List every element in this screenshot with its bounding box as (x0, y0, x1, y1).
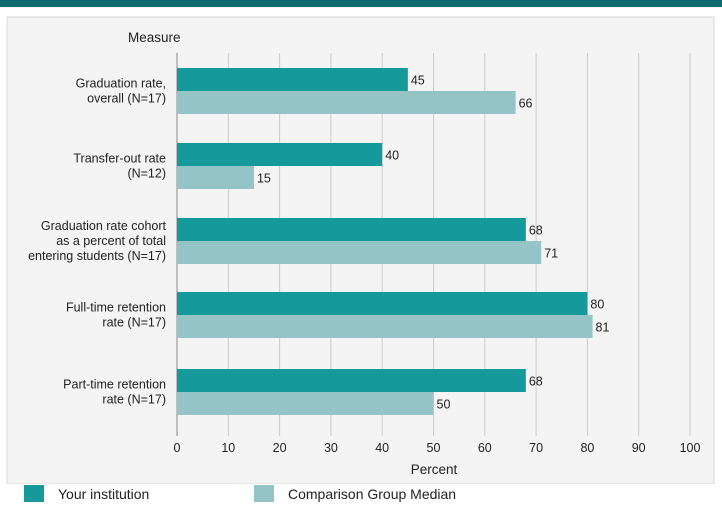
bar-comparison (177, 241, 542, 264)
x-tick-label: 20 (273, 441, 287, 455)
legend-label-comparison: Comparison Group Median (288, 485, 457, 502)
data-label: 45 (411, 74, 425, 88)
x-tick-label: 100 (680, 441, 701, 455)
legend: Your institution Comparison Group Median (0, 485, 722, 512)
bar-comparison (177, 315, 593, 338)
category-label: Graduation rate cohort as a percent of to… (28, 219, 166, 263)
x-tick-label: 10 (221, 441, 235, 455)
data-label: 80 (590, 298, 604, 312)
data-label: 68 (529, 375, 543, 389)
bar-comparison (177, 392, 434, 415)
data-label: 71 (544, 247, 558, 261)
category-label: Transfer-out rate (N=12) (73, 152, 166, 181)
bar-institution (177, 143, 383, 166)
bars: 45 40 68 80 68 66 15 71 81 50 (177, 68, 609, 415)
x-tick-label: 50 (427, 441, 441, 455)
data-label: 40 (385, 149, 399, 163)
x-tick-labels: 0 10 20 30 40 50 60 70 80 90 100 (174, 441, 701, 455)
legend-item-institution: Your institution (24, 485, 149, 502)
bar-institution (177, 218, 526, 241)
x-tick-label: 90 (632, 441, 646, 455)
category-labels: Graduation rate, overall (N=17) Transfer-o… (28, 77, 166, 407)
bar-chart: Measure 45 40 68 80 68 66 15 71 81 50 Graduation … (6, 16, 715, 484)
category-label: Part-time retention rate (N=17) (63, 378, 166, 407)
data-label: 15 (257, 172, 271, 186)
bar-comparison (177, 166, 254, 189)
x-tick-label: 60 (478, 441, 492, 455)
x-tick-label: 70 (529, 441, 543, 455)
bar-institution (177, 68, 408, 91)
data-label: 68 (529, 224, 543, 238)
category-label: Graduation rate, overall (N=17) (76, 77, 166, 106)
legend-swatch-institution (24, 485, 44, 502)
x-tick-label: 0 (174, 441, 181, 455)
data-label: 81 (596, 321, 610, 335)
category-label: Full-time retention rate (N=17) (66, 301, 166, 330)
x-tick-label: 30 (324, 441, 338, 455)
bar-institution (177, 292, 588, 315)
x-axis-title: Percent (411, 462, 458, 477)
bar-comparison (177, 91, 516, 114)
legend-label-institution: Your institution (58, 485, 150, 502)
bar-institution (177, 369, 526, 392)
y-axis-title: Measure (128, 30, 181, 45)
legend-swatch-comparison (254, 485, 274, 502)
data-label: 66 (519, 97, 533, 111)
top-rule (0, 0, 722, 7)
x-tick-label: 80 (580, 441, 594, 455)
data-label: 50 (437, 398, 451, 412)
x-tick-label: 40 (375, 441, 389, 455)
legend-item-comparison: Comparison Group Median (254, 485, 456, 502)
